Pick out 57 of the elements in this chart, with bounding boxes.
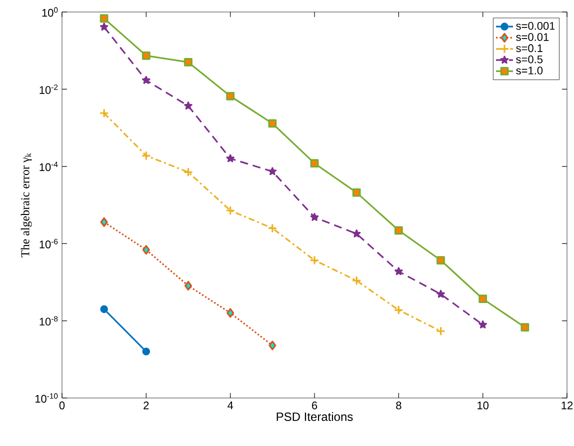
point — [100, 22, 108, 31]
point — [268, 119, 277, 128]
point — [141, 150, 151, 160]
point — [310, 255, 320, 266]
point — [142, 76, 150, 84]
point — [394, 226, 403, 235]
point — [99, 108, 109, 118]
y-tick-label: 10$^{-2}$ — [40, 84, 58, 94]
point — [142, 51, 150, 60]
point — [478, 320, 487, 328]
legend-label: s=0.1 — [516, 44, 542, 52]
point — [226, 154, 234, 162]
x-axis-title: PSD Iterations — [276, 412, 353, 421]
point — [100, 14, 108, 23]
point — [226, 308, 234, 318]
x-tick-label: 8 — [396, 402, 402, 410]
point — [478, 294, 488, 304]
x-tick-label: 0 — [59, 402, 65, 410]
x-tick-label: 2 — [144, 402, 149, 410]
y-axis-title: The algebraic error γ$_{k}$ — [20, 153, 32, 258]
point — [268, 167, 277, 176]
point — [394, 305, 404, 315]
legend-label: s=0.5 — [516, 55, 543, 64]
point — [142, 348, 150, 356]
point — [352, 229, 361, 238]
point — [310, 213, 319, 221]
point — [310, 159, 319, 168]
legend-label: s=0.01 — [516, 33, 549, 41]
point — [184, 58, 192, 66]
point — [184, 280, 192, 291]
point — [352, 188, 361, 197]
point — [226, 206, 236, 216]
x-tick-label: 12 — [562, 402, 573, 410]
point — [100, 217, 108, 227]
legend-label: s=0.001 — [516, 22, 555, 30]
x-tick-label: 4 — [228, 402, 234, 410]
point — [142, 245, 150, 255]
point — [100, 305, 108, 314]
point — [268, 340, 276, 350]
legend-label: s=1.0 — [516, 66, 543, 74]
x-tick-label: 10 — [478, 402, 489, 410]
point — [226, 92, 235, 100]
y-tick-label: 10$^{0}$ — [42, 7, 58, 17]
point — [520, 323, 530, 332]
x-tick-label: 6 — [312, 402, 318, 410]
y-tick-label: 10$^{-10}$ — [35, 393, 58, 403]
point — [436, 326, 446, 336]
point — [394, 267, 403, 276]
y-tick-label: 10$^{-6}$ — [40, 238, 58, 248]
point — [436, 256, 445, 264]
point — [184, 102, 192, 110]
point — [268, 223, 278, 234]
point — [436, 290, 445, 298]
y-tick-label: 10$^{-8}$ — [40, 316, 58, 326]
point — [352, 276, 362, 286]
point — [183, 167, 194, 177]
y-tick-label: 10$^{-4}$ — [40, 162, 58, 172]
